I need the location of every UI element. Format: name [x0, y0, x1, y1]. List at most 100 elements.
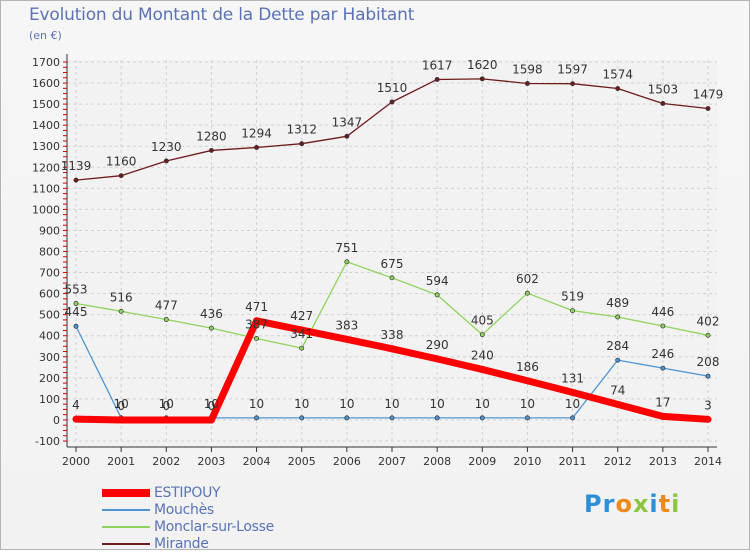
data-label-estipouy: 186	[516, 360, 539, 374]
x-tick-label: 2009	[468, 455, 496, 468]
data-label-mouch-s: 10	[475, 397, 490, 411]
y-tick-label: 400	[39, 330, 60, 343]
data-point-monclar-sur-losse	[299, 345, 305, 351]
data-point-mouch-s	[615, 357, 621, 363]
y-tick-label: 0	[53, 414, 60, 427]
data-point-estipouy	[298, 326, 306, 334]
data-point-estipouy	[569, 388, 577, 396]
data-point-estipouy	[72, 415, 80, 423]
legend-swatch	[102, 489, 150, 497]
data-label-mouch-s: 10	[294, 397, 309, 411]
data-point-monclar-sur-losse	[254, 336, 260, 341]
data-label-monclar-sur-losse: 436	[200, 307, 223, 321]
data-label-mirande: 1503	[648, 82, 679, 96]
data-point-estipouy	[614, 400, 622, 408]
data-label-estipouy: 240	[471, 348, 494, 362]
x-tick-label: 2000	[62, 455, 90, 468]
data-label-mirande: 1598	[512, 62, 543, 76]
data-label-mirande: 1597	[557, 63, 588, 77]
legend-label: Mouchès	[154, 502, 214, 518]
data-label-mouch-s: 10	[114, 397, 129, 411]
data-point-mirande	[163, 158, 169, 164]
x-tick-label: 2003	[197, 455, 225, 468]
data-point-estipouy	[523, 377, 531, 385]
data-point-monclar-sur-losse	[570, 308, 576, 314]
data-point-mouch-s	[299, 415, 305, 421]
data-label-monclar-sur-losse: 405	[471, 314, 494, 328]
data-label-mirande: 1479	[693, 88, 724, 102]
legend-swatch	[102, 509, 150, 511]
data-label-mirande: 1620	[467, 58, 498, 72]
data-point-mouch-s	[479, 415, 485, 421]
data-label-monclar-sur-losse: 489	[606, 296, 629, 310]
x-tick-label: 2012	[604, 455, 632, 468]
logo-letter: i	[649, 490, 659, 518]
data-point-estipouy	[478, 365, 486, 373]
y-tick-label: -100	[35, 435, 60, 448]
data-label-monclar-sur-losse: 602	[516, 272, 539, 286]
y-tick-label: 200	[39, 372, 60, 385]
data-point-estipouy	[704, 415, 712, 423]
data-label-monclar-sur-losse: 675	[381, 257, 404, 271]
x-tick-label: 2004	[243, 455, 271, 468]
data-point-monclar-sur-losse	[344, 259, 350, 265]
y-tick-label: 300	[39, 351, 60, 364]
logo-letter: i	[671, 490, 681, 518]
x-tick-label: 2014	[694, 455, 722, 468]
data-point-estipouy	[659, 412, 667, 420]
logo-letter: P	[584, 490, 603, 518]
x-tick-label: 2007	[378, 455, 406, 468]
data-point-monclar-sur-losse	[73, 301, 79, 306]
data-label-mouch-s: 10	[204, 397, 219, 411]
legend-label: Mirande	[154, 536, 209, 552]
data-label-monclar-sur-losse: 519	[561, 290, 584, 304]
data-point-mirande	[118, 173, 124, 179]
logo-letter: x	[632, 490, 650, 518]
data-point-monclar-sur-losse	[705, 332, 711, 338]
data-point-mirande	[208, 147, 214, 153]
x-tick-label: 2008	[423, 455, 451, 468]
data-label-estipouy: 338	[381, 328, 404, 342]
y-tick-label: 1700	[32, 56, 60, 69]
data-point-mirande	[254, 145, 260, 150]
data-label-estipouy: 131	[561, 371, 584, 385]
legend-label: ESTIPOUY	[154, 485, 221, 501]
data-point-mirande	[705, 106, 711, 111]
data-label-mouch-s: 10	[565, 397, 580, 411]
data-label-mouch-s: 10	[384, 397, 399, 411]
data-point-mouch-s	[344, 415, 350, 421]
data-point-monclar-sur-losse	[389, 275, 395, 281]
data-label-estipouy: 0	[117, 399, 125, 413]
legend-swatch	[102, 543, 150, 545]
x-tick-label: 2006	[333, 455, 361, 468]
data-point-mouch-s	[389, 415, 395, 421]
data-label-estipouy: 3	[704, 398, 712, 412]
data-label-estipouy: 290	[426, 338, 449, 352]
data-point-mirande	[660, 101, 666, 106]
y-tick-label: 600	[39, 288, 60, 301]
data-point-mouch-s	[254, 415, 260, 421]
data-point-estipouy	[253, 317, 261, 325]
data-label-mirande: 1617	[422, 58, 453, 72]
y-tick-label: 1000	[32, 203, 60, 216]
data-point-monclar-sur-losse	[208, 325, 214, 331]
x-tick-label: 2013	[649, 455, 677, 468]
y-tick-label: 1600	[32, 77, 60, 90]
data-point-estipouy	[433, 355, 441, 363]
data-label-monclar-sur-losse: 387	[245, 317, 268, 331]
data-label-estipouy: 4	[72, 398, 80, 412]
y-tick-label: 1300	[32, 140, 60, 153]
y-tick-label: 700	[39, 267, 60, 280]
data-point-mirande	[299, 141, 305, 147]
data-label-mirande: 1230	[151, 140, 182, 154]
data-label-mirande: 1312	[286, 123, 317, 137]
data-label-mirande: 1139	[61, 159, 92, 173]
data-label-mirande: 1160	[106, 155, 137, 169]
data-point-monclar-sur-losse	[118, 308, 124, 314]
data-label-mouch-s: 208	[697, 355, 720, 369]
data-label-mouch-s: 445	[65, 305, 88, 319]
data-label-mirande: 1347	[332, 115, 363, 129]
data-point-estipouy	[207, 416, 215, 424]
data-point-mouch-s	[660, 365, 666, 371]
